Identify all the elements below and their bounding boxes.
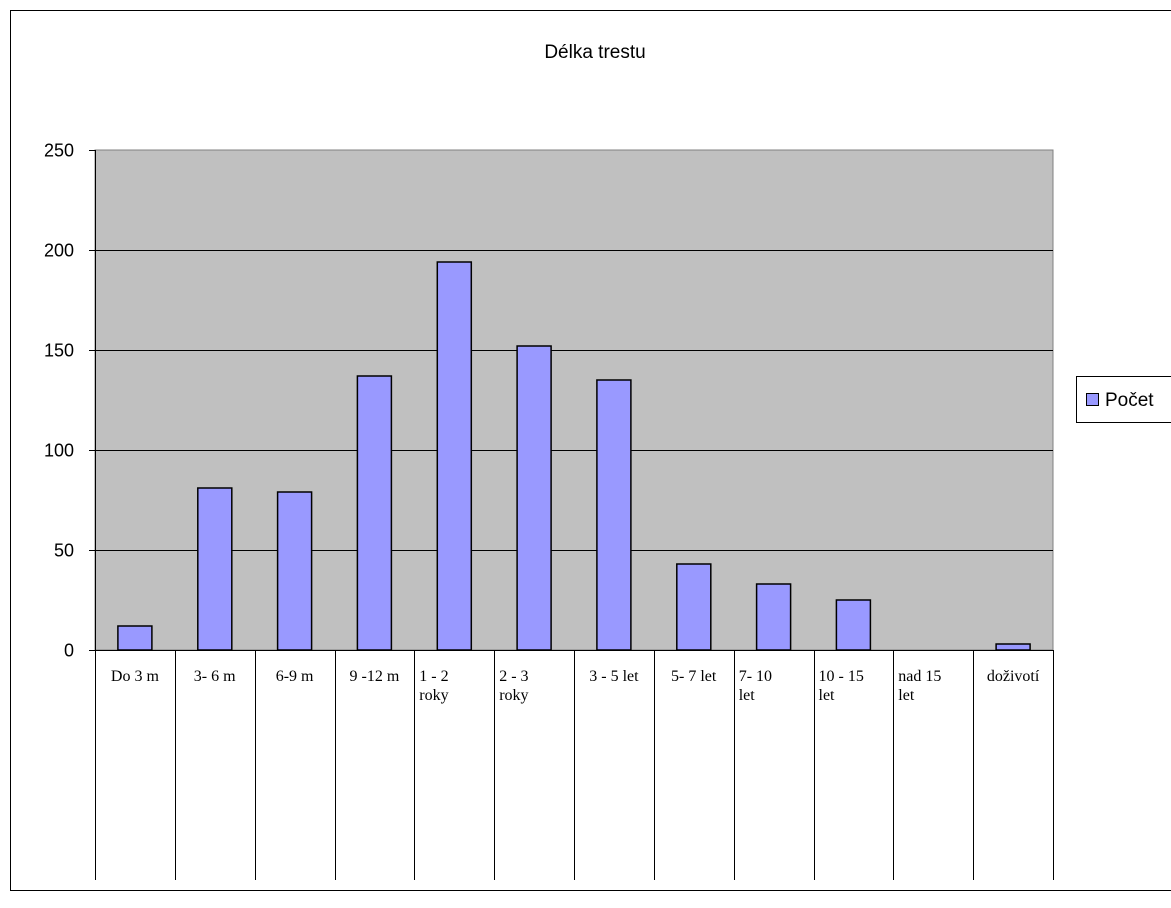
y-tick-label: 100 xyxy=(44,441,74,461)
category-label-line: let xyxy=(739,687,756,704)
category-label-line: doživotí xyxy=(987,668,1040,685)
category-label: 3 - 5 let xyxy=(589,668,639,685)
bar xyxy=(198,488,232,650)
category-label-line: roky xyxy=(499,687,528,704)
bar xyxy=(996,644,1030,650)
category-label: 3- 6 m xyxy=(194,668,236,685)
category-label-line: 1 - 2 xyxy=(419,668,448,685)
category-label: 5- 7 let xyxy=(671,668,717,685)
category-label-line: roky xyxy=(419,687,448,704)
category-label-line: 7- 10 xyxy=(739,668,772,685)
y-tick-label: 200 xyxy=(44,241,74,261)
category-label-line: Do 3 m xyxy=(111,668,160,685)
bar xyxy=(278,492,312,650)
y-tick-label: 0 xyxy=(64,641,74,661)
legend-label: Počet xyxy=(1105,390,1154,411)
bar xyxy=(836,600,870,650)
category-label-line: 3- 6 m xyxy=(194,668,236,685)
bar xyxy=(118,626,152,650)
y-tick-label: 50 xyxy=(54,541,74,561)
category-label-line: 10 - 15 xyxy=(819,668,864,685)
category-label-line: 3 - 5 let xyxy=(589,668,639,685)
y-tick-label: 250 xyxy=(44,141,74,161)
legend-swatch xyxy=(1087,394,1099,406)
category-label-line: 5- 7 let xyxy=(671,668,717,685)
bar xyxy=(757,584,791,650)
category-label-line: 2 - 3 xyxy=(499,668,528,685)
category-label-line: let xyxy=(898,687,915,704)
bar xyxy=(677,564,711,650)
bar xyxy=(517,346,551,650)
category-label-line: 6-9 m xyxy=(276,668,314,685)
category-label-line: let xyxy=(819,687,836,704)
category-label: 6-9 m xyxy=(276,668,314,685)
bar xyxy=(357,376,391,650)
category-label-line: 9 -12 m xyxy=(350,668,400,685)
category-label: 9 -12 m xyxy=(350,668,400,685)
category-label-line: nad 15 xyxy=(898,668,941,685)
bar xyxy=(437,262,471,650)
plot-area xyxy=(95,150,1053,650)
bar xyxy=(597,380,631,650)
y-tick-label: 150 xyxy=(44,341,74,361)
category-label: Do 3 m xyxy=(111,668,160,685)
category-label: doživotí xyxy=(987,668,1040,685)
chart-title: Délka trestu xyxy=(544,42,645,63)
legend: Počet xyxy=(1077,377,1171,423)
